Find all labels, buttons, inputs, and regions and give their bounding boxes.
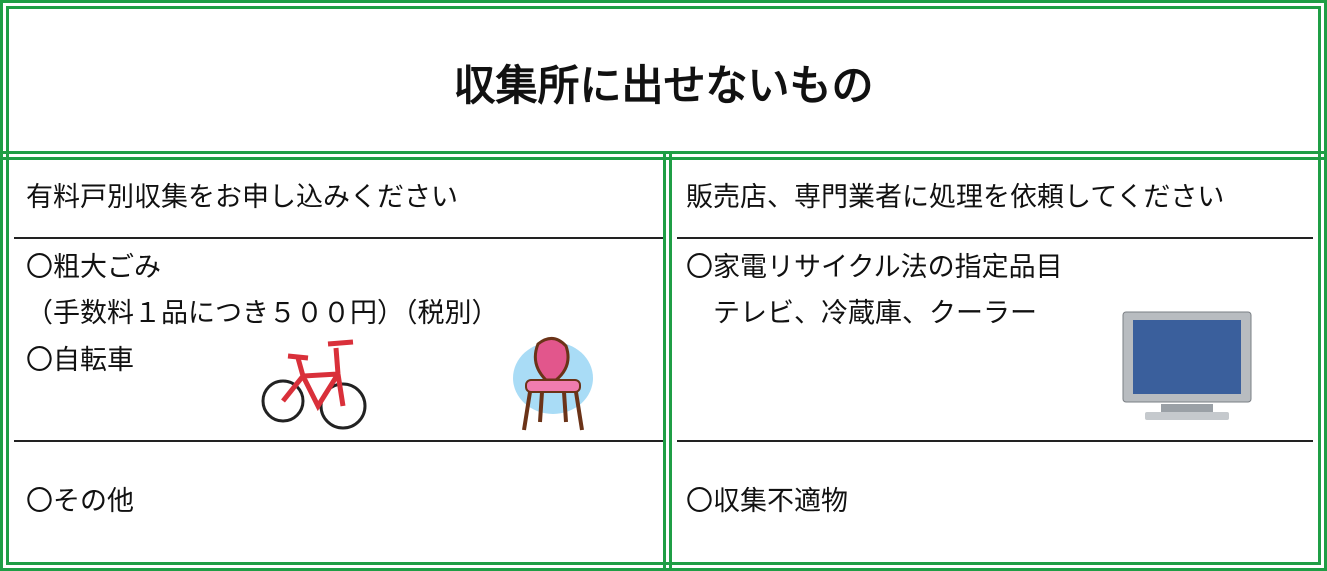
row-line: [677, 237, 1313, 239]
other: 〇その他: [26, 486, 134, 516]
detail: 〇粗大ごみ: [26, 252, 161, 282]
bicycle-icon: [261, 339, 367, 430]
chair-icon: [513, 337, 593, 431]
row-line: [14, 440, 663, 442]
detail: 〇自転車: [26, 345, 134, 375]
tv-icon: [1122, 311, 1252, 420]
left-header: 有料戸別収集をお申し込みください: [26, 182, 458, 212]
detail: テレビ、冷蔵庫、クーラー: [686, 298, 1037, 328]
detail: 〇家電リサイクル法の指定品目: [686, 252, 1063, 282]
detail: （手数料１品につき５００円）（税別）: [26, 298, 499, 328]
title: 収集所に出せないもの: [453, 61, 874, 110]
right-frame: [663, 151, 1327, 571]
other: 〇収集不適物: [686, 486, 848, 516]
row-line: [14, 237, 663, 239]
row-line: [677, 440, 1313, 442]
right-header: 販売店、専門業者に処理を依頼してください: [686, 182, 1225, 212]
